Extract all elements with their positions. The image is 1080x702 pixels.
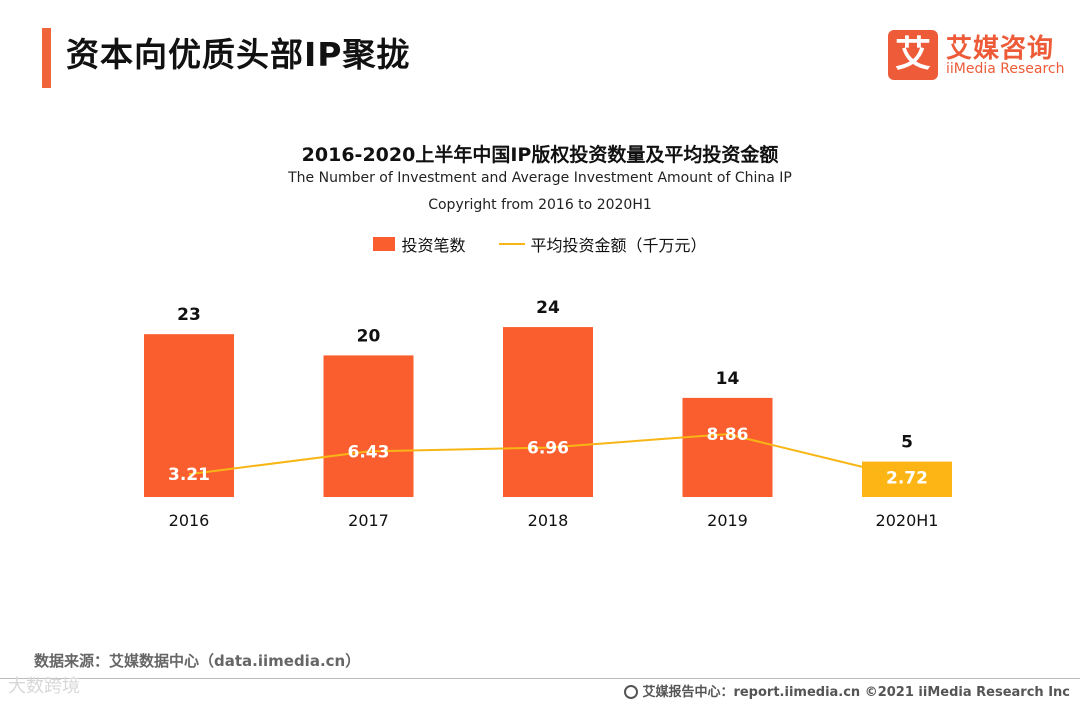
legend-line-swatch [498,243,525,245]
chart-title: 2016-2020上半年中国IP版权投资数量及平均投资金额 [301,144,779,166]
avg-amount-line [188,433,908,479]
page-title: 资本向优质头部IP聚拢 [66,35,411,74]
line-value-label-2018: 6.96 [527,439,569,459]
x-tick-label-2019: 2019 [707,511,748,530]
line-value-label-2019: 8.86 [707,425,749,445]
x-tick-label-2018: 2018 [528,511,569,530]
logo-en-text: iiMedia Research [946,61,1065,77]
data-source: 数据来源：艾媒数据中心（data.iimedia.cn） [34,652,361,670]
bar-value-label-2019: 14 [716,369,740,389]
bar-2019 [682,397,773,497]
legend-line-label: 平均投资金额（千万元） [530,236,707,255]
x-tick-label-2020H1: 2020H1 [876,511,939,530]
bar-2017 [323,355,414,497]
chart-subtitle-line1: The Number of Investment and Average Inv… [288,170,792,186]
chart-legend: 投资笔数 平均投资金额（千万元） [0,232,1080,256]
legend-bar-label: 投资笔数 [401,236,466,255]
legend-item-line: 平均投资金额（千万元） [498,232,707,256]
bar-value-label-2020H1: 5 [901,433,913,453]
logo-mark: 艾 [888,30,938,80]
bar-2018 [503,327,593,497]
watermark: 大数跨境 [8,676,80,697]
bar-2020H1 [862,461,952,497]
iimedia-logo: 艾 艾媒咨询 iiMedia Research [888,30,1068,82]
title-accent-bar [42,28,51,88]
footer-report: 艾媒报告中心：report.iimedia.cn ©2021 iiMedia R… [624,681,1070,700]
legend-bar-swatch [373,237,396,251]
bar-value-label-2017: 20 [357,326,381,346]
legend-item-bar: 投资笔数 [373,232,465,256]
x-tick-label-2017: 2017 [348,511,389,530]
line-value-label-2020H1: 2.72 [886,469,928,489]
line-value-label-2016: 3.21 [168,465,210,485]
chart-subtitle-line2: Copyright from 2016 to 2020H1 [428,197,652,213]
x-tick-label-2016: 2016 [169,511,210,530]
logo-cn-text: 艾媒咨询 [946,34,1055,64]
footer-divider [0,678,1080,679]
line-value-label-2017: 6.43 [348,442,390,462]
bar-value-label-2016: 23 [177,305,201,325]
footer-report-text: 艾媒报告中心：report.iimedia.cn ©2021 iiMedia R… [642,685,1070,700]
bar-value-label-2018: 24 [536,298,560,318]
globe-icon [624,685,639,699]
